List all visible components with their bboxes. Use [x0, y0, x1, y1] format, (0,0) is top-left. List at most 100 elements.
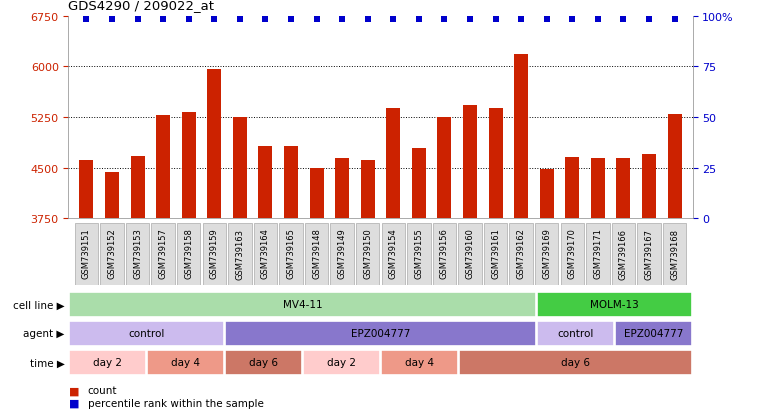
Text: GSM739168: GSM739168	[670, 228, 679, 279]
Bar	[642, 155, 656, 219]
Text: day 4: day 4	[171, 357, 200, 368]
Bar	[253, 223, 277, 285]
Text: day 4: day 4	[405, 357, 434, 368]
Text: GSM739148: GSM739148	[312, 228, 321, 279]
Bar	[147, 350, 224, 375]
Text: MV4-11: MV4-11	[282, 299, 323, 310]
Bar	[438, 118, 451, 219]
Bar	[537, 321, 614, 346]
Bar	[126, 223, 149, 285]
Text: day 2: day 2	[93, 357, 122, 368]
Bar	[69, 321, 224, 346]
Text: GSM739161: GSM739161	[491, 228, 500, 279]
Bar	[130, 156, 145, 219]
Bar	[387, 109, 400, 219]
Bar	[458, 223, 482, 285]
Text: day 6: day 6	[561, 357, 590, 368]
Bar	[591, 159, 605, 219]
Bar	[177, 223, 200, 285]
Text: GSM739160: GSM739160	[466, 228, 475, 279]
Bar	[151, 223, 175, 285]
Text: GSM739159: GSM739159	[210, 228, 218, 279]
Text: GSM739152: GSM739152	[107, 228, 116, 279]
Bar	[381, 350, 458, 375]
Bar	[156, 116, 170, 219]
Text: control: control	[557, 328, 594, 339]
Text: agent ▶: agent ▶	[24, 328, 65, 339]
Bar	[356, 223, 380, 285]
Bar	[459, 350, 692, 375]
Bar	[182, 112, 196, 219]
Text: cell line ▶: cell line ▶	[13, 299, 65, 310]
Text: day 6: day 6	[249, 357, 278, 368]
Bar	[361, 161, 374, 219]
Text: count: count	[88, 385, 117, 395]
Bar	[586, 223, 610, 285]
Text: control: control	[129, 328, 164, 339]
Bar	[637, 223, 661, 285]
Bar	[335, 159, 349, 219]
Text: percentile rank within the sample: percentile rank within the sample	[88, 398, 263, 408]
Bar	[69, 292, 536, 317]
Bar	[489, 108, 502, 219]
Text: GSM739150: GSM739150	[363, 228, 372, 279]
Text: day 2: day 2	[327, 357, 356, 368]
Bar	[433, 223, 456, 285]
Text: GSM739170: GSM739170	[568, 228, 577, 279]
Bar	[75, 223, 98, 285]
Bar	[514, 55, 528, 219]
Text: GSM739151: GSM739151	[82, 228, 91, 279]
Bar	[667, 114, 682, 219]
Text: GSM739156: GSM739156	[440, 228, 449, 279]
Text: GSM739166: GSM739166	[619, 228, 628, 279]
Bar	[615, 321, 692, 346]
Text: GSM739164: GSM739164	[261, 228, 270, 279]
Text: time ▶: time ▶	[30, 357, 65, 368]
Bar	[79, 160, 94, 219]
Text: GSM739157: GSM739157	[158, 228, 167, 279]
Text: GSM739158: GSM739158	[184, 228, 193, 279]
Text: EPZ004777: EPZ004777	[351, 328, 410, 339]
Bar	[284, 147, 298, 219]
Text: GSM739169: GSM739169	[543, 228, 551, 279]
Bar	[537, 292, 692, 317]
Bar	[412, 149, 426, 219]
Bar	[259, 147, 272, 219]
Bar	[105, 173, 119, 219]
Text: GSM739165: GSM739165	[286, 228, 295, 279]
Text: GSM739162: GSM739162	[517, 228, 526, 279]
Text: GSM739149: GSM739149	[338, 228, 347, 279]
Bar	[100, 223, 124, 285]
Bar	[407, 223, 431, 285]
Bar	[310, 169, 323, 219]
Text: GSM739163: GSM739163	[235, 228, 244, 279]
Bar	[565, 157, 579, 219]
Bar	[616, 159, 631, 219]
Bar	[305, 223, 328, 285]
Text: EPZ004777: EPZ004777	[624, 328, 683, 339]
Bar	[330, 223, 354, 285]
Text: GSM739155: GSM739155	[414, 228, 423, 279]
Bar	[279, 223, 303, 285]
Bar	[509, 223, 533, 285]
Bar	[207, 70, 221, 219]
Bar	[561, 223, 584, 285]
Bar	[228, 223, 252, 285]
Bar	[535, 223, 559, 285]
Bar	[381, 223, 405, 285]
Bar	[663, 223, 686, 285]
Bar	[303, 350, 380, 375]
Text: ■: ■	[68, 398, 79, 408]
Text: MOLM-13: MOLM-13	[590, 299, 639, 310]
Bar	[463, 106, 477, 219]
Text: GSM739171: GSM739171	[594, 228, 603, 279]
Text: GDS4290 / 209022_at: GDS4290 / 209022_at	[68, 0, 215, 12]
Text: GSM739153: GSM739153	[133, 228, 142, 279]
Text: ■: ■	[68, 385, 79, 395]
Bar	[225, 321, 536, 346]
Bar	[233, 118, 247, 219]
Bar	[484, 223, 508, 285]
Text: GSM739154: GSM739154	[389, 228, 398, 279]
Bar	[202, 223, 226, 285]
Text: GSM739167: GSM739167	[645, 228, 654, 279]
